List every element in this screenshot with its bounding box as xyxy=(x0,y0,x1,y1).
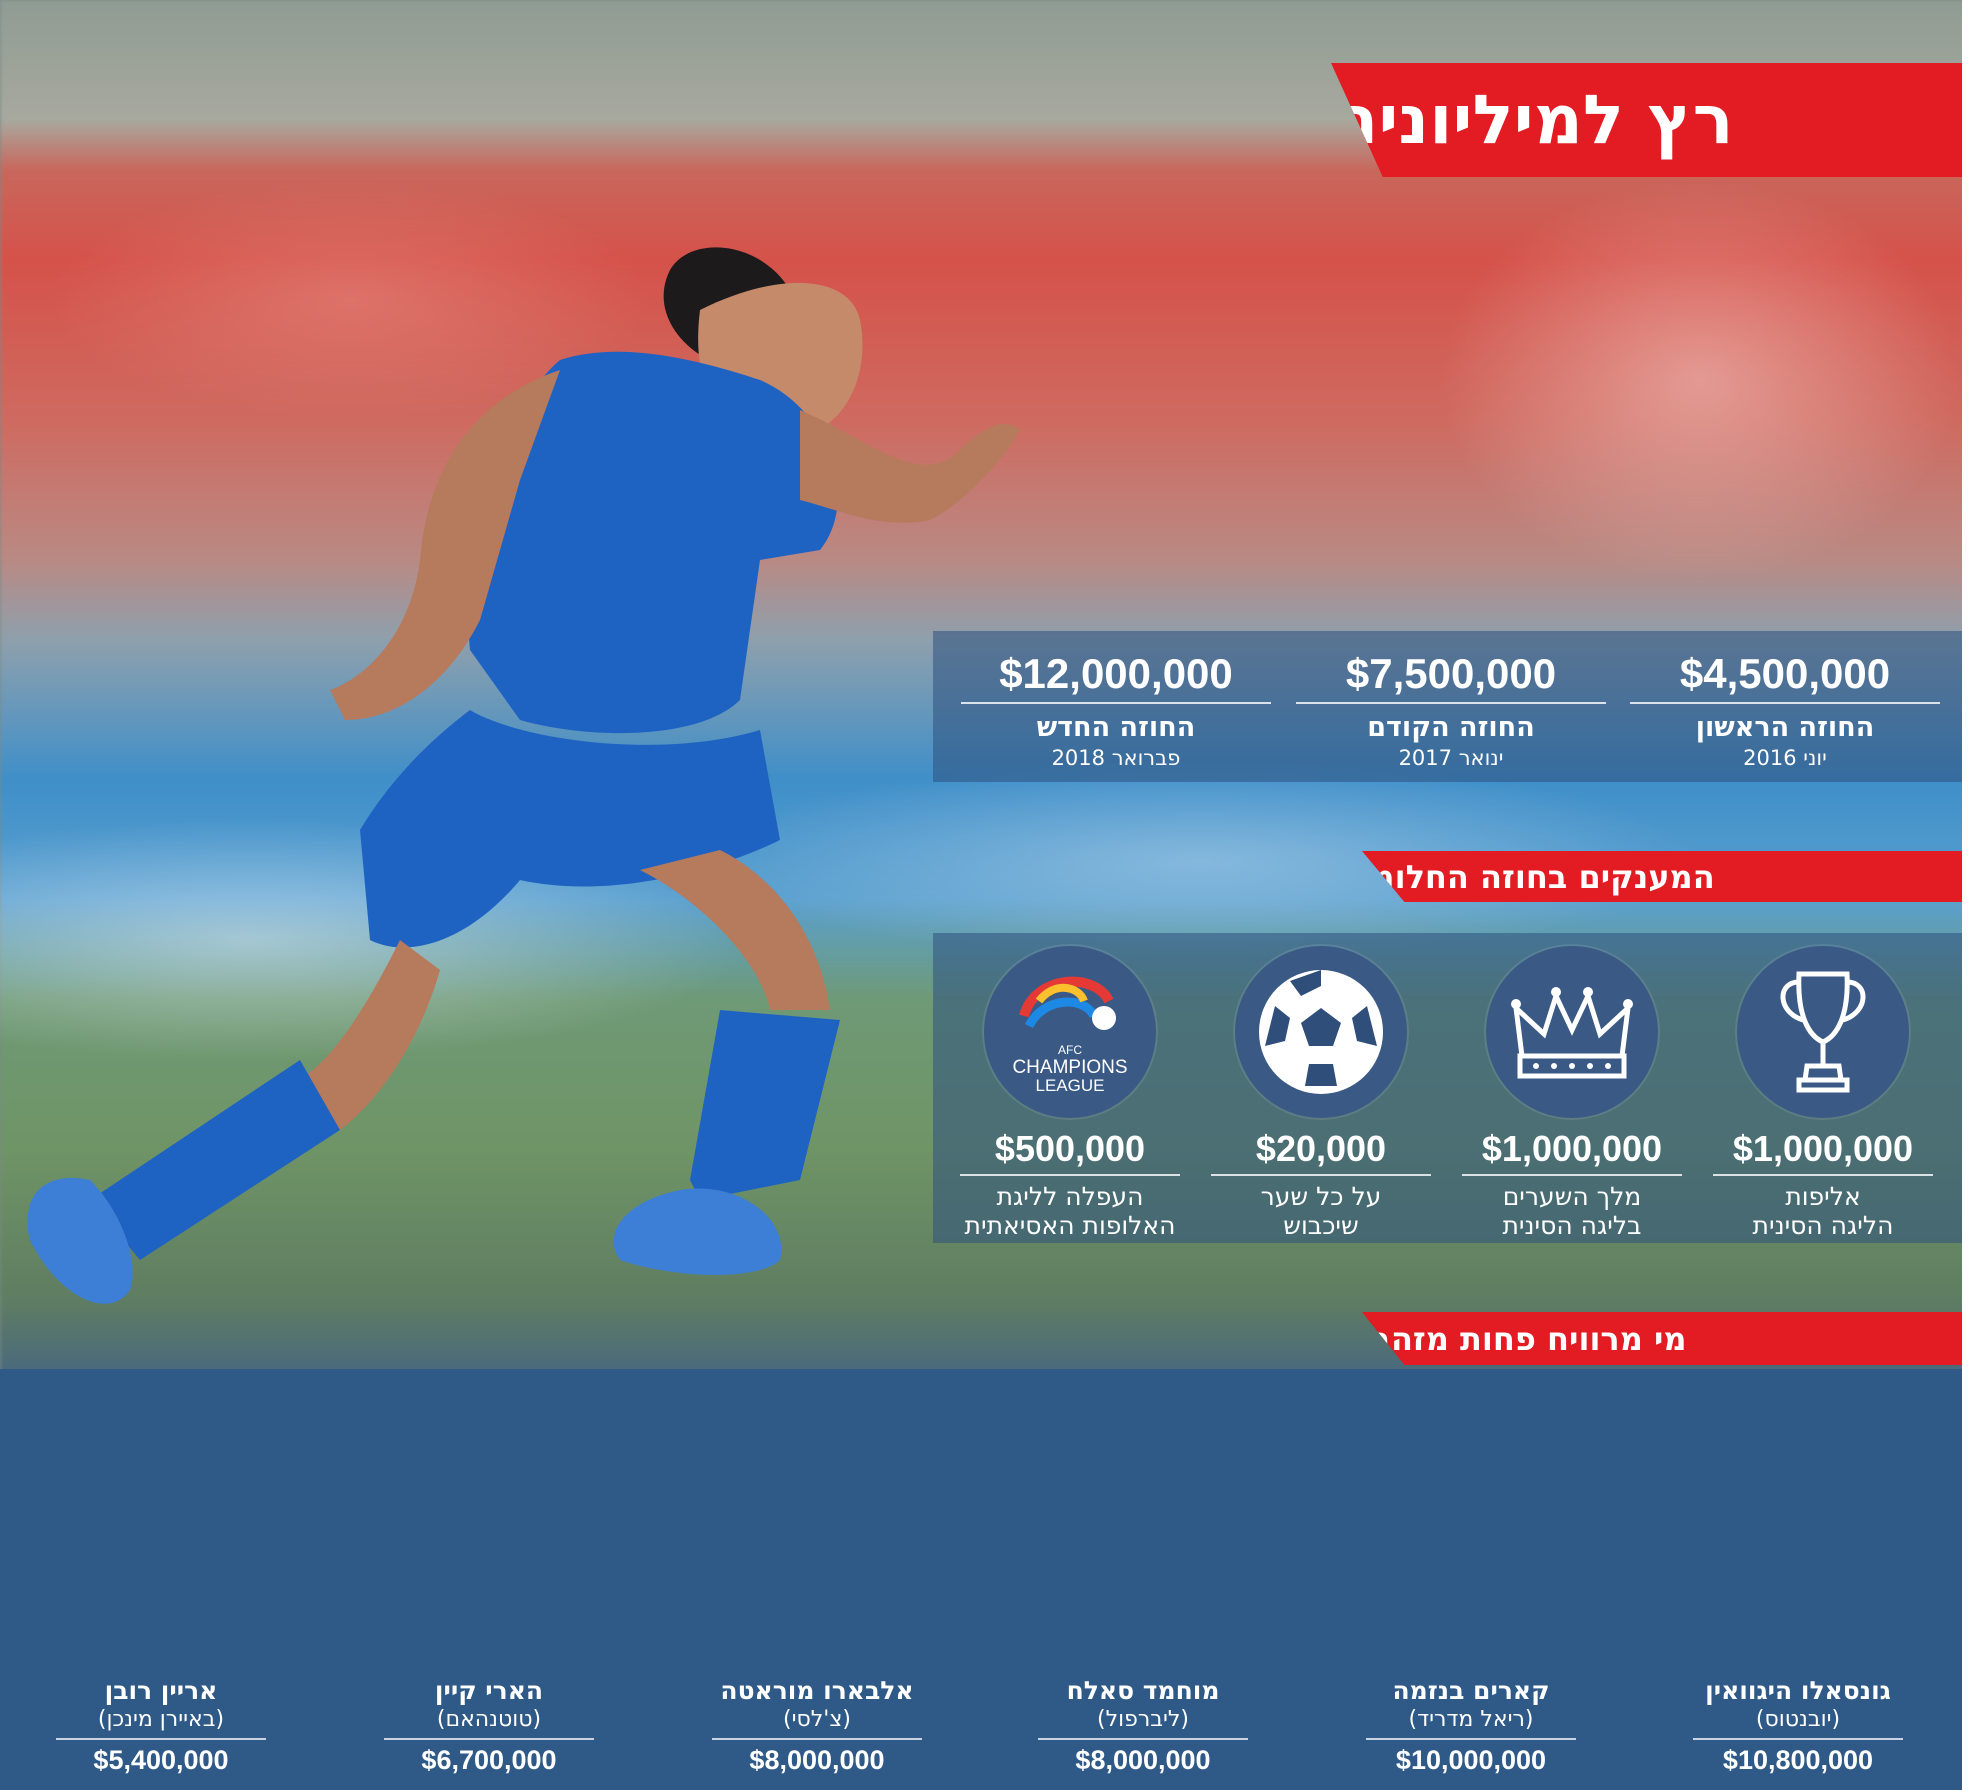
player-salary: $8,000,000 xyxy=(749,1745,885,1775)
divider xyxy=(384,1738,594,1740)
contracts-panel xyxy=(933,631,1962,782)
divider xyxy=(960,1174,1180,1176)
contract-label: החוזה החדש xyxy=(1036,712,1196,743)
bonus-label-line1: מלך השערים xyxy=(1502,1182,1642,1211)
contract-item: $12,000,000 החוזה החדש פברואר 2018 xyxy=(951,648,1281,772)
bonuses-section-header: המענקים בחוזה החלומי xyxy=(1362,851,1968,902)
page-title: רץ למיליונים xyxy=(1331,80,1734,160)
svg-text:CHAMPIONS: CHAMPIONS xyxy=(1012,1057,1127,1078)
bonus-item: $1,000,000 מלך השערים בליגה הסינית xyxy=(1447,1126,1697,1240)
bonus-amount: $500,000 xyxy=(994,1128,1146,1169)
player-club: (באיירן מינכן) xyxy=(97,1707,225,1732)
divider xyxy=(961,702,1271,704)
player-club: (ליברפול) xyxy=(1097,1707,1189,1732)
player-name: אלבארו מוראטה xyxy=(720,1676,914,1705)
bonus-label-line1: אליפות xyxy=(1785,1182,1861,1211)
contract-item: $4,500,000 החוזה הראשון יוני 2016 xyxy=(1620,648,1950,772)
player-item: מוחמד סאלח (ליברפול) $8,000,000 xyxy=(993,1676,1293,1778)
bonus-item: $1,000,000 אליפות הליגה הסינית xyxy=(1698,1126,1948,1240)
player-item: אריין רובן (באיירן מינכן) $5,400,000 xyxy=(11,1676,311,1778)
player-name: אריין רובן xyxy=(104,1676,218,1705)
svg-text:LEAGUE: LEAGUE xyxy=(1036,1076,1105,1095)
player-item: אלבארו מוראטה (צ'לסי) $8,000,000 xyxy=(667,1676,967,1778)
bonus-label-line1: העפלה לליגת xyxy=(996,1182,1144,1211)
divider xyxy=(56,1738,266,1740)
contract-date: ינואר 2017 xyxy=(1398,746,1504,770)
contract-label: החוזה הקודם xyxy=(1367,712,1535,743)
contract-date: פברואר 2018 xyxy=(1051,746,1181,770)
bonus-amount: $20,000 xyxy=(1255,1128,1387,1169)
bonus-label-line2: הליגה הסינית xyxy=(1752,1211,1894,1240)
player-name: קארים בנזמה xyxy=(1392,1676,1550,1705)
divider xyxy=(1630,702,1940,704)
soccer-ball-icon xyxy=(1235,946,1407,1118)
right-margin xyxy=(1962,0,1978,1790)
divider xyxy=(1366,1738,1576,1740)
player-item: הארי קיין (טוטנהאם) $6,700,000 xyxy=(339,1676,639,1778)
divider xyxy=(1693,1738,1903,1740)
divider xyxy=(1038,1738,1248,1740)
crown-icon xyxy=(1486,946,1658,1118)
player-club: (טוטנהאם) xyxy=(436,1707,542,1732)
player-item: קארים בנזמה (ריאל מדריד) $10,000,000 xyxy=(1321,1676,1621,1778)
player-club: (צ'לסי) xyxy=(783,1707,851,1732)
divider xyxy=(712,1738,922,1740)
divider xyxy=(1462,1174,1682,1176)
bonus-amount: $1,000,000 xyxy=(1732,1128,1914,1169)
divider xyxy=(1296,702,1606,704)
contract-amount: $12,000,000 xyxy=(999,650,1233,697)
bonuses-title: המענקים בחוזה החלומי xyxy=(1362,857,1715,896)
bonus-item: $500,000 העפלה לליגת האלופות האסיאתית xyxy=(945,1126,1195,1240)
player-name: גונסאלו היגוואין xyxy=(1705,1676,1891,1705)
player-salary: $10,800,000 xyxy=(1722,1745,1874,1775)
contract-label: החוזה הראשון xyxy=(1695,712,1875,743)
player-item: גונסאלו היגוואין (יובנטוס) $10,800,000 xyxy=(1648,1676,1948,1778)
player-club: (ריאל מדריד) xyxy=(1408,1707,1534,1732)
contract-date: יוני 2016 xyxy=(1743,746,1827,770)
player-salary: $6,700,000 xyxy=(421,1745,557,1775)
contract-item: $7,500,000 החוזה הקודם ינואר 2017 xyxy=(1286,648,1616,772)
afc-champions-league-logo-icon: AFC CHAMPIONS LEAGUE xyxy=(984,946,1156,1118)
trophy-icon xyxy=(1737,946,1909,1118)
player-club: (יובנטוס) xyxy=(1755,1707,1841,1732)
running-player-photo xyxy=(27,247,1020,1304)
player-name: הארי קיין xyxy=(434,1676,544,1705)
title-banner: רץ למיליונים xyxy=(1331,63,1978,177)
player-salary: $8,000,000 xyxy=(1075,1745,1211,1775)
bonus-label-line2: שיכבוש xyxy=(1283,1211,1359,1240)
contract-amount: $4,500,000 xyxy=(1679,650,1891,697)
bonus-amount: $1,000,000 xyxy=(1481,1128,1663,1169)
bonus-label-line1: על כל שער xyxy=(1260,1182,1382,1211)
players-panel xyxy=(0,1369,1962,1790)
comparison-title: מי מרוויח פחות מזהבי xyxy=(1362,1319,1687,1358)
bonus-label-line2: האלופות האסיאתית xyxy=(964,1211,1176,1240)
comparison-section-header: מי מרוויח פחות מזהבי xyxy=(1362,1312,1968,1365)
player-name: מוחמד סאלח xyxy=(1066,1676,1220,1705)
player-salary: $5,400,000 xyxy=(93,1745,229,1775)
bonus-label-line2: בליגה הסינית xyxy=(1502,1211,1642,1240)
player-salary: $10,000,000 xyxy=(1395,1745,1547,1775)
divider xyxy=(1713,1174,1933,1176)
contract-amount: $7,500,000 xyxy=(1345,650,1557,697)
bonus-item: $20,000 על כל שער שיכבוש xyxy=(1196,1126,1446,1240)
svg-text:AFC: AFC xyxy=(1058,1043,1082,1057)
divider xyxy=(1211,1174,1431,1176)
